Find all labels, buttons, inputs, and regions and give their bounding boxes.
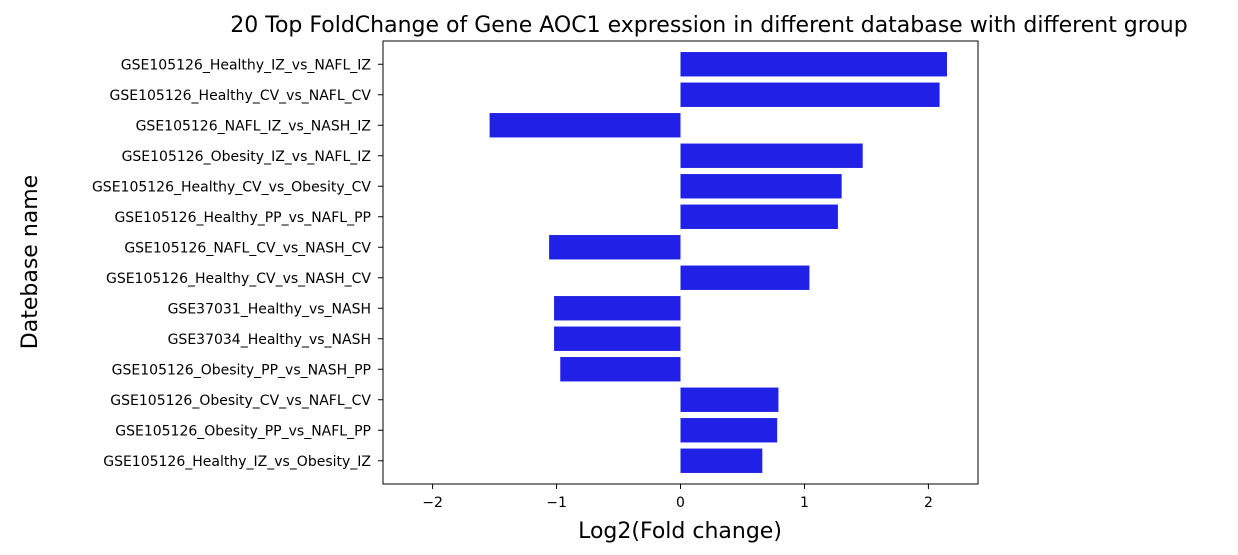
y-tick-label: GSE105126_NAFL_CV_vs_NASH_CV bbox=[124, 240, 371, 256]
y-tick-label: GSE37034_Healthy_vs_NASH bbox=[168, 332, 371, 348]
x-axis: −2 −1 0 1 2 bbox=[422, 484, 933, 511]
y-tick-label: GSE105126_Obesity_CV_vs_NAFL_CV bbox=[110, 393, 371, 409]
y-tick-label: GSE105126_Obesity_IZ_vs_NAFL_IZ bbox=[122, 149, 371, 165]
y-tick-label: GSE105126_Obesity_PP_vs_NAFL_PP bbox=[115, 423, 371, 439]
x-tick-label: 0 bbox=[676, 495, 685, 511]
bar bbox=[680, 265, 810, 290]
bar bbox=[680, 82, 940, 107]
chart-title: 20 Top FoldChange of Gene AOC1 expressio… bbox=[230, 13, 1187, 38]
bar bbox=[680, 52, 948, 77]
y-tick-label: GSE105126_Healthy_IZ_vs_NAFL_IZ bbox=[121, 57, 371, 73]
y-tick-label: GSE105126_NAFL_IZ_vs_NASH_IZ bbox=[136, 118, 371, 134]
bar bbox=[680, 418, 778, 443]
y-tick-label: GSE105126_Healthy_IZ_vs_Obesity_IZ bbox=[103, 454, 371, 470]
bar bbox=[680, 174, 842, 199]
y-tick-label: GSE37031_Healthy_vs_NASH bbox=[168, 301, 371, 317]
bars-group bbox=[489, 52, 948, 473]
plot-frame bbox=[382, 40, 979, 485]
y-tick-label: GSE105126_Healthy_CV_vs_Obesity_CV bbox=[92, 179, 371, 195]
x-tick-label: −2 bbox=[422, 495, 443, 511]
bar bbox=[680, 387, 779, 412]
y-tick-label: GSE105126_Healthy_CV_vs_NASH_CV bbox=[106, 271, 371, 287]
y-tick-label: GSE105126_Healthy_CV_vs_NAFL_CV bbox=[110, 88, 372, 104]
x-axis-label: Log2(Fold change) bbox=[578, 519, 782, 544]
bar bbox=[554, 326, 681, 351]
y-axis-label: Datebase name bbox=[18, 175, 43, 349]
x-tick-label: 1 bbox=[800, 495, 809, 511]
y-tick-label: GSE105126_Healthy_PP_vs_NAFL_PP bbox=[114, 210, 371, 226]
y-tick-label: GSE105126_Obesity_PP_vs_NASH_PP bbox=[112, 362, 371, 378]
y-axis: GSE105126_Healthy_IZ_vs_NAFL_IZ GSE105126… bbox=[92, 57, 383, 470]
x-tick-label: 2 bbox=[924, 495, 933, 511]
bar bbox=[489, 113, 681, 138]
bar bbox=[680, 448, 763, 473]
bar bbox=[549, 235, 681, 260]
bar bbox=[560, 357, 681, 382]
x-tick-label: −1 bbox=[546, 495, 567, 511]
bar bbox=[680, 143, 863, 168]
bar bbox=[680, 204, 838, 229]
bar bbox=[554, 296, 681, 321]
